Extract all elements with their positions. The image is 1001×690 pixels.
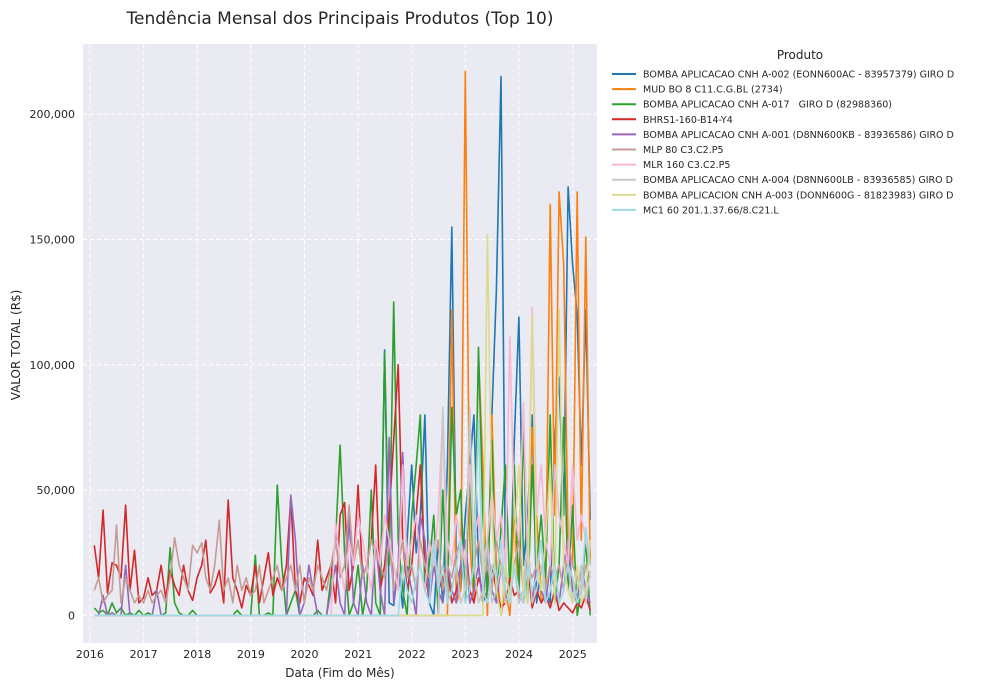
series-line-3: [93, 301, 591, 617]
legend-entry: BOMBA APLICACAO CNH A-017 GIRO D (829883…: [643, 100, 892, 111]
y-tick-label: 0: [68, 609, 75, 622]
x-tick-label: 2025: [559, 648, 587, 661]
y-tick-label: 50,000: [37, 484, 76, 497]
chart-title: Tendência Mensal dos Principais Produtos…: [126, 9, 554, 29]
legend-entry: BOMBA APLICACAO CNH A-004 (D8NN600LB - 8…: [643, 175, 953, 186]
x-tick-label: 2022: [398, 648, 426, 661]
legend: Produto BOMBA APLICACAO CNH A-002 (EONN6…: [612, 48, 954, 216]
legend-entry: MLR 160 C3.C2.P5: [643, 160, 730, 171]
tick-labels: 0 50,000 100,000 150,000 200,000 2016 2017 2018…: [30, 108, 587, 661]
legend-title: Produto: [777, 48, 823, 62]
legend-entry: MUD BO 8 C11.C.G.BL (2734): [643, 85, 783, 96]
series-lines: [93, 70, 591, 617]
legend-entry: BHRS1-160-B14-Y4: [643, 115, 733, 126]
legend-entry: BOMBA APLICACION CNH A-003 (DONN600G - 8…: [643, 190, 954, 201]
x-tick-label: 2023: [451, 648, 479, 661]
x-tick-label: 2024: [505, 648, 533, 661]
x-axis-title: Data (Fim do Mês): [285, 666, 394, 680]
legend-entry: MLP 80 C3.C2.P5: [643, 145, 724, 156]
y-tick-label: 100,000: [30, 359, 76, 372]
legend-entry: BOMBA APLICACAO CNH A-002 (EONN600AC - 8…: [643, 70, 954, 81]
legend-entry: MC1 60 201.1.37.66/8.C21.L: [643, 205, 779, 216]
x-tick-label: 2016: [76, 648, 104, 661]
y-axis-title: VALOR TOTAL (R$): [9, 290, 23, 401]
legend-entry: BOMBA APLICACAO CNH A-001 (D8NN600KB - 8…: [643, 130, 954, 141]
x-tick-label: 2019: [237, 648, 265, 661]
series-line-10: [94, 419, 591, 617]
y-tick-label: 200,000: [30, 108, 76, 121]
y-tick-label: 150,000: [30, 233, 76, 246]
x-tick-label: 2020: [290, 648, 318, 661]
x-tick-label: 2021: [344, 648, 372, 661]
x-tick-label: 2018: [183, 648, 211, 661]
x-tick-label: 2017: [130, 648, 158, 661]
